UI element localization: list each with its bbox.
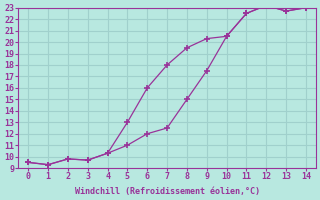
X-axis label: Windchill (Refroidissement éolien,°C): Windchill (Refroidissement éolien,°C) — [75, 187, 260, 196]
